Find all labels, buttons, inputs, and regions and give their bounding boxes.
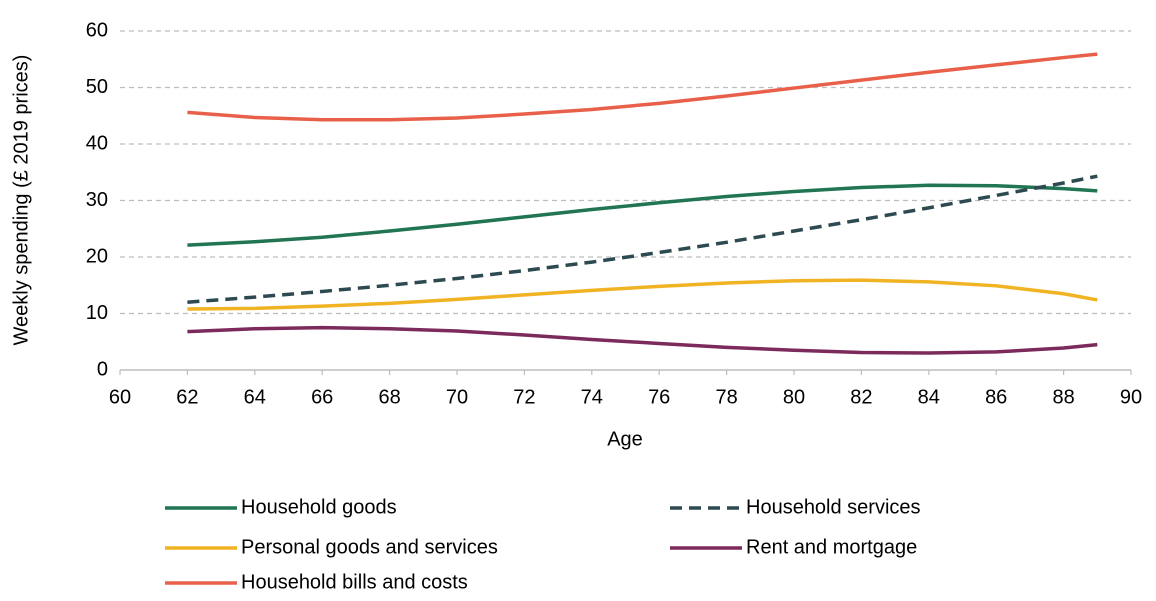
- x-tick-label: 80: [783, 386, 805, 408]
- x-tick-label: 68: [378, 386, 400, 408]
- x-tick-label: 66: [311, 386, 333, 408]
- x-tick-label: 84: [918, 386, 940, 408]
- y-tick-label: 40: [86, 132, 108, 154]
- y-tick-label: 0: [97, 358, 108, 380]
- x-tick-label: 74: [581, 386, 603, 408]
- series-line: [187, 278, 1098, 311]
- x-tick-label: 76: [648, 386, 670, 408]
- y-tick-label: 20: [86, 245, 108, 267]
- legend-label: Rent and mortgage: [746, 536, 917, 558]
- series-line: [187, 183, 1098, 247]
- y-tick-label: 50: [86, 76, 108, 98]
- y-tick-label: 30: [86, 189, 108, 211]
- x-tick-label: 88: [1052, 386, 1074, 408]
- legend-label: Household bills and costs: [241, 571, 468, 593]
- legend-label: Household services: [746, 496, 921, 518]
- x-tick-label: 62: [176, 386, 198, 408]
- series-line: [187, 174, 1098, 304]
- y-tick-label: 60: [86, 19, 108, 41]
- x-axis-label: Age: [607, 428, 643, 450]
- y-tick-label: 10: [86, 302, 108, 324]
- x-tick-label: 78: [715, 386, 737, 408]
- series-line: [187, 325, 1098, 355]
- legend-label: Household goods: [241, 496, 397, 518]
- x-tick-label: 86: [985, 386, 1007, 408]
- x-tick-label: 60: [109, 386, 131, 408]
- x-tick-label: 70: [446, 386, 468, 408]
- x-tick-label: 90: [1120, 386, 1142, 408]
- y-axis-label: Weekly spending (£ 2019 prices): [10, 55, 32, 346]
- legend-label: Personal goods and services: [241, 536, 498, 558]
- series-line: [187, 52, 1098, 122]
- x-tick-label: 82: [850, 386, 872, 408]
- x-tick-label: 72: [513, 386, 535, 408]
- x-tick-label: 64: [244, 386, 266, 408]
